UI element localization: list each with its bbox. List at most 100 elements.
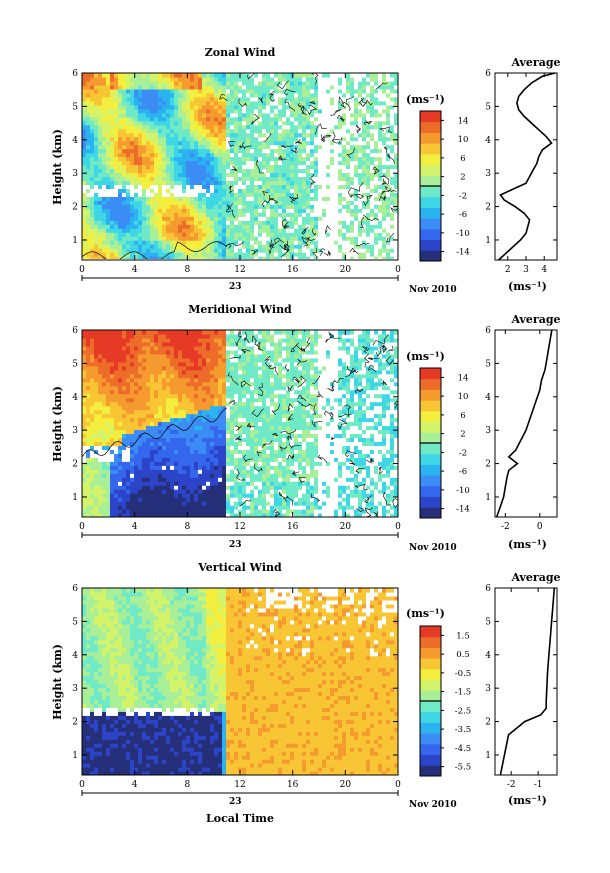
y-tick-label: 3 (72, 169, 78, 179)
y-axis-label-meridional: Height (km) (51, 386, 64, 462)
colorbar-tick-label: 2 (460, 430, 465, 440)
x-tick-label: 8 (184, 265, 190, 275)
x-tick-label: 20 (340, 265, 352, 275)
profile-y-tick-label: 4 (485, 651, 491, 661)
profile-y-tick-label: 5 (485, 102, 491, 112)
x-tick-label: 0 (79, 265, 85, 275)
contour-lines (82, 330, 398, 517)
y-tick-label: 2 (72, 718, 78, 728)
average-profile: 1 2 3 4 5 6 -2 -1 (485, 584, 558, 790)
y-tick-label: 6 (72, 326, 78, 336)
profile-unit-zonal: (ms⁻¹) (508, 280, 547, 293)
profile-y-tick-label: 6 (485, 69, 491, 79)
colorbar-tick-label: -1.5 (455, 688, 471, 698)
x-tick-label: 4 (132, 780, 138, 790)
colorbar-unit-vertical: (ms⁻¹) (406, 607, 445, 620)
profile-y-tick-label: 6 (485, 326, 491, 336)
profile-unit-vertical: (ms⁻¹) (508, 794, 547, 807)
y-tick-label: 1 (72, 493, 78, 503)
colorbar-tick-label: 2 (460, 173, 465, 183)
profile-x-tick-label: -2 (507, 780, 516, 790)
colorbar: 14 10 6 2 -2 -6 -10 -14 (419, 367, 470, 519)
y-tick-label: 2 (72, 460, 78, 470)
avg-title-vertical: Average (511, 571, 561, 584)
profile-y-tick-label: 6 (485, 584, 491, 594)
colorbar-tick-label: -4.5 (455, 744, 471, 754)
profile-line (495, 329, 553, 518)
y-tick-label: 2 (72, 203, 78, 213)
profile-y-tick-label: 4 (485, 393, 491, 403)
profile-line (499, 587, 556, 776)
date-day-vertical: 23 (229, 797, 242, 807)
colorbar-tick-label: -2.5 (455, 706, 471, 716)
profile-y-tick-label: 1 (485, 751, 491, 761)
profile-x-tick-label: 3 (523, 265, 529, 275)
heatmap-cells (82, 588, 398, 775)
colorbar-tick-label: -14 (456, 505, 470, 515)
colorbar-tick-label: -0.5 (455, 669, 471, 679)
colorbar-unit-zonal: (ms⁻¹) (406, 93, 445, 106)
x-tick-label: 4 (132, 522, 138, 532)
profile-y-tick-label: 4 (485, 136, 491, 146)
colorbar-tick-label: 14 (458, 116, 469, 126)
y-tick-label: 6 (72, 584, 78, 594)
x-tick-label: 4 (132, 265, 138, 275)
date-month-vertical: Nov 2010 (409, 800, 457, 810)
average-profile: 1 2 3 4 5 6 -2 0 (485, 326, 558, 532)
colorbar-tick-label: -3.5 (455, 725, 471, 735)
colorbar: 1.5 0.5 -0.5 -1.5 -2.5 -3.5 -4.5 -5.5 (419, 625, 471, 777)
x-tick-label: 0 (395, 780, 401, 790)
profile-y-tick-label: 2 (485, 718, 491, 728)
colorbar-tick-label: -10 (456, 486, 470, 496)
x-tick-label: 16 (287, 265, 299, 275)
heatmap-cells (82, 73, 398, 259)
y-tick-label: 5 (72, 617, 78, 627)
panel-title-vertical: Vertical Wind (198, 561, 282, 574)
colorbar-tick-label: -14 (456, 248, 470, 258)
colorbar-unit-meridional: (ms⁻¹) (406, 350, 445, 363)
x-tick-label: 12 (234, 522, 245, 532)
profile-y-tick-label: 3 (485, 169, 491, 179)
colorbar-tick-label: 6 (460, 154, 465, 164)
y-tick-label: 3 (72, 426, 78, 436)
x-tick-label: 16 (287, 522, 299, 532)
colorbar-tick-label: -6 (459, 467, 467, 477)
y-tick-label: 4 (72, 651, 78, 661)
profile-x-tick-label: -1 (534, 780, 543, 790)
x-tick-label: 8 (184, 780, 190, 790)
y-tick-label: 5 (72, 102, 78, 112)
panel-title-meridional: Meridional Wind (188, 303, 292, 316)
panel-title-zonal: Zonal Wind (204, 46, 276, 59)
colorbar-tick-label: -2 (459, 448, 467, 458)
avg-title-zonal: Average (511, 56, 561, 69)
x-tick-label: 12 (234, 265, 245, 275)
colorbar-tick-label: -2 (459, 191, 467, 201)
x-tick-label: 8 (184, 522, 190, 532)
colorbar-tick-label: 1.5 (456, 631, 470, 641)
y-axis-label-zonal: Height (km) (51, 129, 64, 205)
colorbar-tick-label: 0.5 (456, 650, 470, 660)
x-tick-label: 0 (79, 522, 85, 532)
profile-y-tick-label: 5 (485, 617, 491, 627)
y-tick-label: 5 (72, 359, 78, 369)
y-axis-label-vertical: Height (km) (51, 644, 64, 720)
colorbar-tick-label: 14 (458, 373, 469, 383)
avg-title-meridional: Average (511, 313, 561, 326)
x-axis-label: Local Time (206, 812, 274, 825)
profile-line (498, 72, 556, 261)
profile-unit-meridional: (ms⁻¹) (508, 538, 547, 551)
colorbar-tick-label: -10 (456, 229, 470, 239)
y-tick-label: 4 (72, 136, 78, 146)
y-tick-label: 1 (72, 751, 78, 761)
y-tick-label: 6 (72, 69, 78, 79)
x-tick-label: 12 (234, 780, 245, 790)
profile-x-tick-label: 2 (505, 265, 511, 275)
profile-x-tick-label: 4 (541, 265, 547, 275)
y-tick-label: 3 (72, 684, 78, 694)
colorbar-tick-label: -6 (459, 210, 467, 220)
colorbar-tick-label: 10 (458, 392, 469, 402)
